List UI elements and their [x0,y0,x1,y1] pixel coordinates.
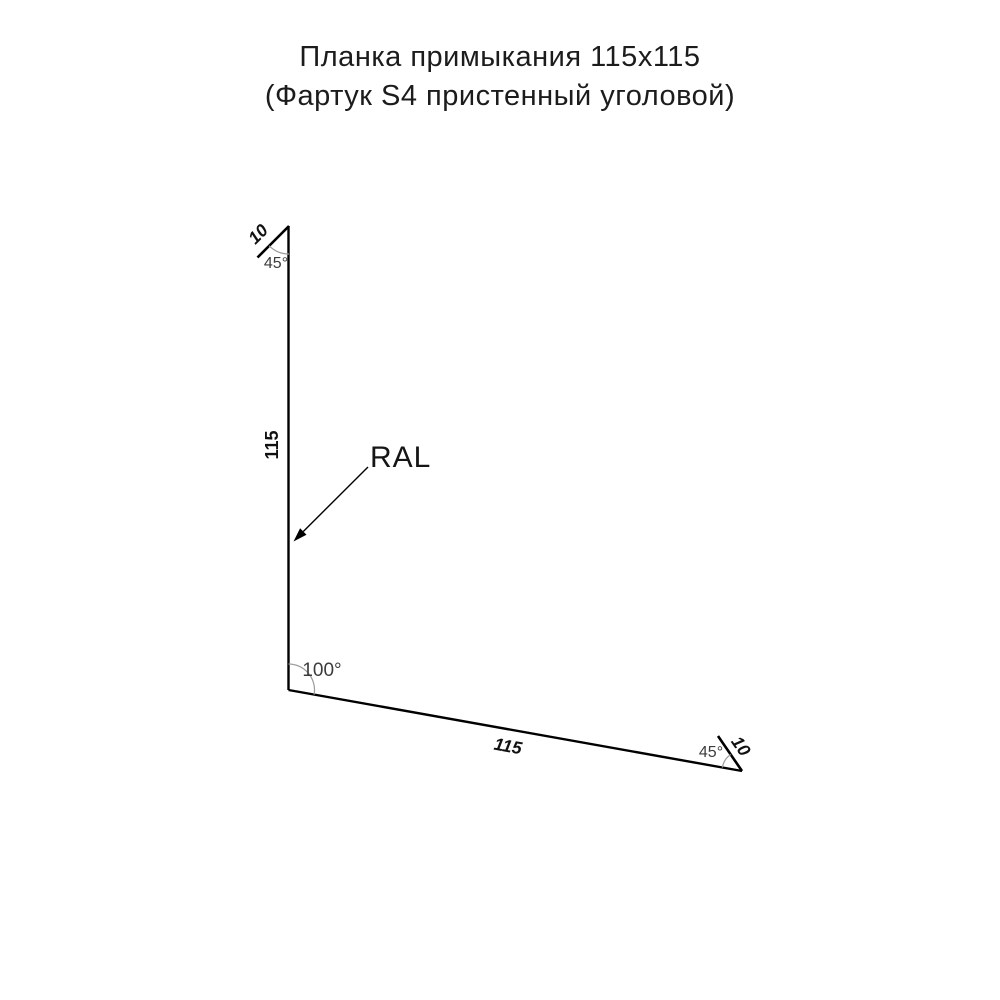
corner-angle-arc [288,663,316,695]
wall-side-size-label: 115 [262,430,282,459]
top-flange-line [256,225,290,259]
drawing-title-line1: Планка примыкания 115х115 [299,41,701,73]
corner-angle-label: 100° [302,660,341,681]
base-side-line [288,688,743,773]
top-flange-size-label: 10 [244,220,272,248]
ral-leader-arrowhead-icon [293,528,307,542]
top-angle-arc [268,245,290,255]
ral-leader-line [302,466,369,532]
drawing-title-line2: (Фартук S4 пристенный уголовой) [264,80,736,112]
bottom-flange-angle-label: 45° [699,744,723,761]
drawing-title: Планка примыкания 115х115 (Фартук S4 при… [0,38,1000,116]
bottom-flange-line [716,735,744,772]
ral-coating-label: RAL [370,441,431,474]
bottom-angle-arc [721,754,732,768]
top-flange-angle-label: 45° [264,255,288,272]
base-side-size-label: 115 [493,734,524,759]
